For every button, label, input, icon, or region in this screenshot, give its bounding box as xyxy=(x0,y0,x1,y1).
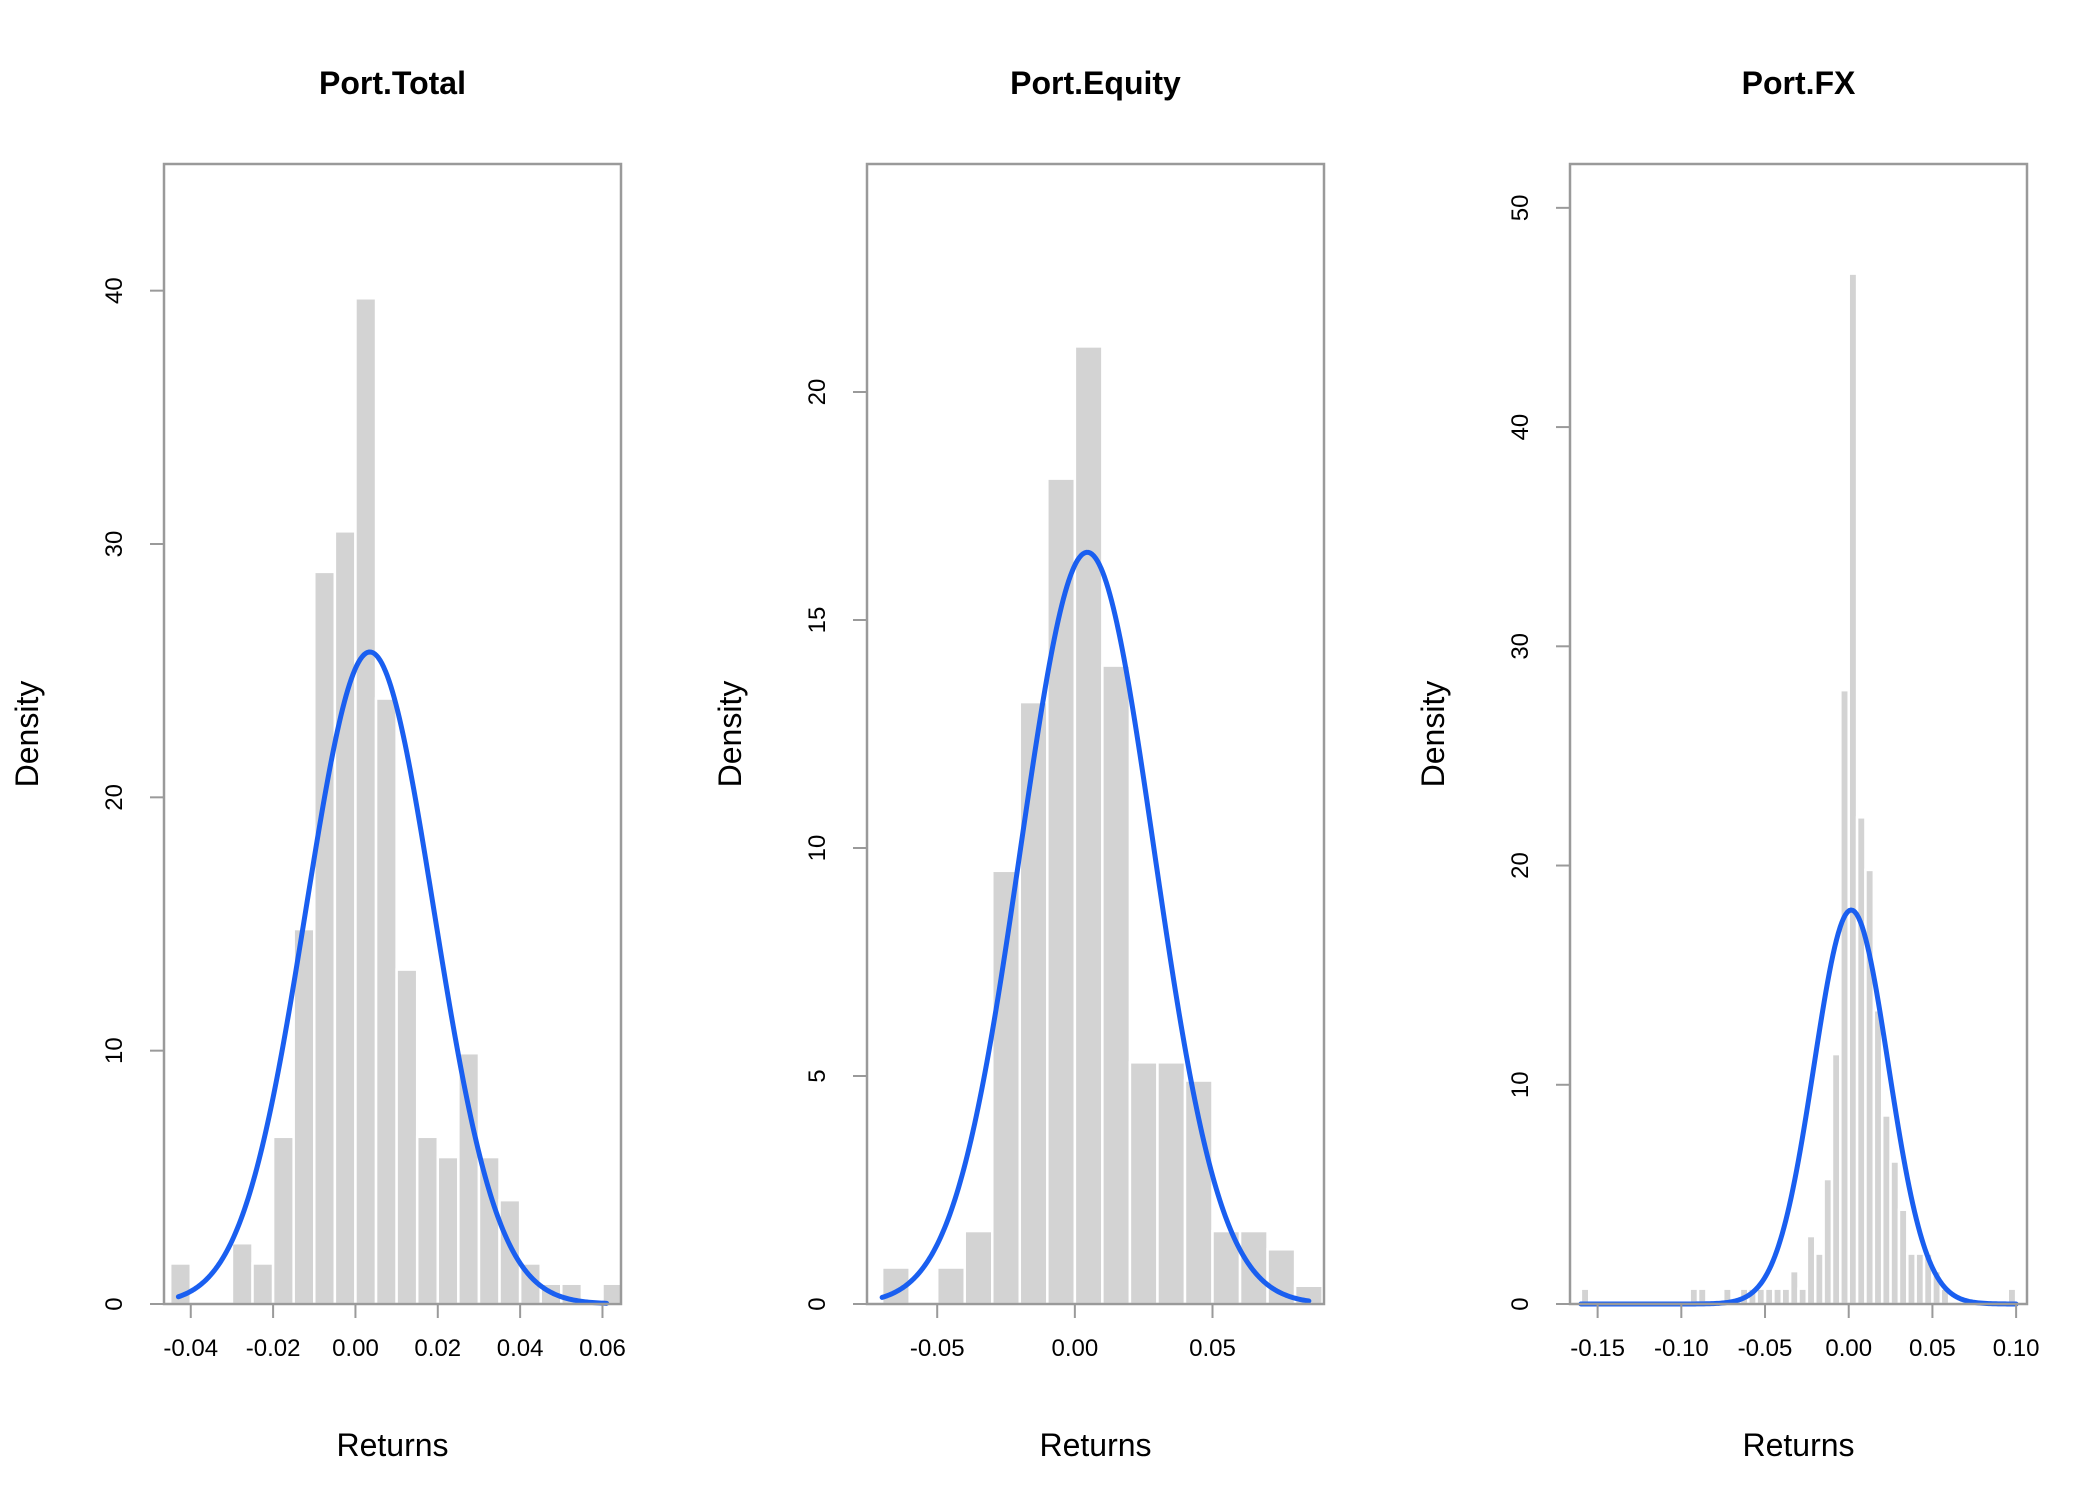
histogram-bar xyxy=(1855,816,1867,1306)
histogram-bar xyxy=(1183,1079,1214,1306)
histogram-bar xyxy=(1101,664,1132,1306)
normal-density-curve xyxy=(175,649,610,1306)
y-tick-label: 40 xyxy=(1507,414,1534,441)
histogram-bars xyxy=(880,345,1324,1306)
histogram-bar xyxy=(251,1262,275,1306)
histogram-bar xyxy=(333,530,357,1306)
histogram-bar xyxy=(1897,1208,1909,1306)
y-tick-label: 5 xyxy=(804,1069,831,1082)
histogram-bar xyxy=(1830,1052,1842,1306)
panel-2: Port.Equity -0.05 0.00 0.05 Returns 0 5 10 15 20 D… xyxy=(712,65,1326,1463)
histogram-bar xyxy=(1780,1287,1792,1306)
histogram-bar xyxy=(1880,1114,1892,1306)
histogram-bar xyxy=(1763,1287,1775,1306)
y-tick-label: 20 xyxy=(804,379,831,406)
y-tick-label: 40 xyxy=(101,277,128,304)
x-tick-label: 0.05 xyxy=(1189,1335,1236,1362)
x-tick-label: -0.05 xyxy=(1738,1335,1793,1362)
x-tick-label: 0.06 xyxy=(579,1335,626,1362)
histogram-bar xyxy=(374,697,398,1306)
histogram-bar xyxy=(1805,1234,1817,1306)
histogram-bar xyxy=(1822,1177,1834,1306)
panel-3: Port.FX -0.15 -0.10 -0.05 0.00 0.05 0.10 Return… xyxy=(1415,65,2039,1463)
y-axis: 0 10 20 30 40 50 xyxy=(1507,194,1571,1311)
y-tick-label: 50 xyxy=(1507,194,1534,221)
x-axis-label: Returns xyxy=(1742,1427,1854,1463)
x-axis-label: Returns xyxy=(1039,1427,1151,1463)
y-axis-label: Density xyxy=(1415,681,1451,788)
panel-title: Port.Total xyxy=(319,65,466,101)
histogram-bar xyxy=(1156,1061,1187,1306)
histogram-bar xyxy=(1839,688,1850,1306)
x-axis-label: Returns xyxy=(336,1427,448,1463)
x-tick-label: -0.15 xyxy=(1570,1335,1625,1362)
y-axis-label: Density xyxy=(9,681,45,788)
histogram-bar xyxy=(1889,1160,1901,1306)
x-axis: -0.05 0.00 0.05 xyxy=(910,1303,1236,1362)
histogram-bar xyxy=(415,1135,440,1306)
panel-title: Port.FX xyxy=(1742,65,1856,101)
histogram-bar xyxy=(1813,1252,1825,1306)
histogram-bar xyxy=(1872,1008,1884,1306)
y-tick-label: 0 xyxy=(804,1297,831,1310)
histogram-bar xyxy=(1797,1287,1809,1306)
y-tick-label: 10 xyxy=(101,1037,128,1064)
y-tick-label: 15 xyxy=(804,607,831,634)
y-tick-label: 0 xyxy=(101,1297,128,1310)
y-tick-label: 0 xyxy=(1507,1297,1534,1310)
histogram-bar xyxy=(1788,1269,1800,1306)
normal-density-curve xyxy=(879,549,1312,1304)
panel-title: Port.Equity xyxy=(1010,65,1181,101)
histogram-bars xyxy=(1579,272,2018,1306)
x-axis: -0.04 -0.02 0.00 0.02 0.04 0.06 xyxy=(163,1303,626,1362)
panel-1: Port.Total -0.04 -0.02 0.00 0.02 0.04 0.06 Retu… xyxy=(9,65,626,1463)
histogram-bar xyxy=(1128,1061,1159,1306)
x-tick-label: 0.05 xyxy=(1909,1335,1956,1362)
x-axis: -0.15 -0.10 -0.05 0.00 0.05 0.10 xyxy=(1570,1303,2040,1362)
x-tick-label: -0.05 xyxy=(910,1335,965,1362)
histogram-bar xyxy=(1073,345,1104,1306)
histogram-bar xyxy=(292,927,316,1306)
y-tick-label: 10 xyxy=(804,835,831,862)
histogram-bar xyxy=(1847,272,1859,1306)
histogram-bar xyxy=(395,968,419,1306)
x-tick-label: -0.02 xyxy=(246,1335,301,1362)
histogram-bar xyxy=(477,1155,501,1306)
x-tick-label: 0.04 xyxy=(497,1335,544,1362)
histogram-bar xyxy=(963,1229,994,1306)
x-tick-label: -0.04 xyxy=(163,1335,218,1362)
x-tick-label: 0.00 xyxy=(332,1335,379,1362)
y-tick-label: 20 xyxy=(101,784,128,811)
histogram-bar xyxy=(230,1241,254,1306)
x-tick-label: 0.00 xyxy=(1051,1335,1098,1362)
y-axis: 0 5 10 15 20 xyxy=(804,379,868,1311)
y-axis: 0 10 20 30 40 xyxy=(101,277,165,1311)
y-axis-label: Density xyxy=(712,681,748,788)
x-tick-label: 0.10 xyxy=(1993,1335,2040,1362)
histogram-bar xyxy=(935,1266,966,1306)
histogram-bar xyxy=(271,1135,295,1306)
y-tick-label: 10 xyxy=(1507,1071,1534,1098)
x-tick-label: 0.02 xyxy=(414,1335,461,1362)
histogram-bar xyxy=(1772,1287,1784,1306)
histogram-bar xyxy=(436,1155,460,1306)
histogram-bar xyxy=(354,297,378,1306)
x-tick-label: 0.00 xyxy=(1825,1335,1872,1362)
histogram-bar xyxy=(313,570,337,1306)
histogram-bar xyxy=(1018,700,1049,1306)
histogram-bar xyxy=(457,1051,481,1306)
x-tick-label: -0.10 xyxy=(1654,1335,1709,1362)
y-tick-label: 20 xyxy=(1507,852,1534,879)
histogram-bar xyxy=(1906,1252,1917,1306)
y-tick-label: 30 xyxy=(101,531,128,558)
y-tick-label: 30 xyxy=(1507,633,1534,660)
histogram-bar xyxy=(498,1198,522,1306)
histogram-bar xyxy=(1914,1252,1926,1306)
histogram-bar xyxy=(1755,1287,1767,1306)
